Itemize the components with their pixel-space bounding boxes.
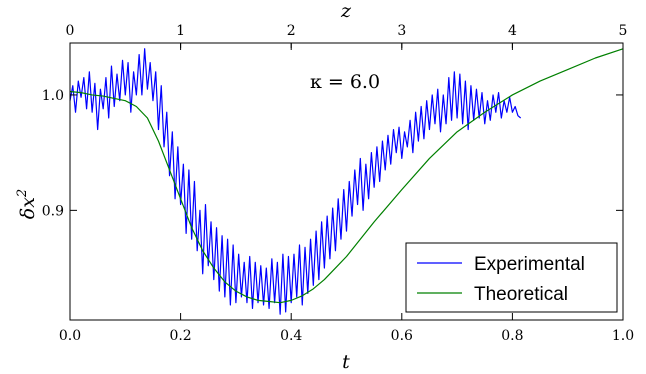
y-tick-label: 0.9 [42, 203, 64, 219]
series-line-theoretical [69, 48, 624, 304]
top-tick-label: 0 [66, 23, 75, 39]
y-axis-label: δx2 [15, 189, 39, 219]
x-axis-label: t [342, 351, 350, 373]
legend: Experimental Theoretical [405, 242, 618, 313]
top-tick-label: 3 [397, 23, 406, 39]
legend-label-experimental: Experimental [474, 254, 585, 275]
x-tick-label: 0.4 [280, 328, 302, 344]
kappa-annotation: κ = 6.0 [310, 71, 380, 93]
x-tick-label: 0.6 [391, 328, 413, 344]
x-tick-label: 0.8 [501, 328, 523, 344]
x-tick-label: 0.0 [59, 328, 81, 344]
x-tick-label: 0.2 [169, 328, 191, 344]
legend-label-theoretical: Theoretical [474, 284, 568, 305]
legend-box [405, 242, 618, 313]
top-x-axis: 0 1 2 3 4 5 [66, 23, 628, 48]
top-tick-label: 4 [508, 23, 517, 39]
y-axis-label-sup: 2 [15, 189, 30, 198]
top-axis-label: z [340, 0, 352, 22]
top-tick-label: 1 [176, 23, 185, 39]
y-tick-label: 1.0 [42, 88, 64, 104]
plot-area [69, 48, 624, 315]
plot-frame [69, 42, 624, 321]
y-axis-label-base: δx [17, 197, 39, 219]
series-line-experimental [69, 48, 522, 315]
top-tick-label: 5 [619, 23, 628, 39]
x-tick-label: 1.0 [612, 328, 634, 344]
left-y-axis: 0.9 1.0 [42, 88, 623, 219]
top-tick-label: 2 [287, 23, 296, 39]
